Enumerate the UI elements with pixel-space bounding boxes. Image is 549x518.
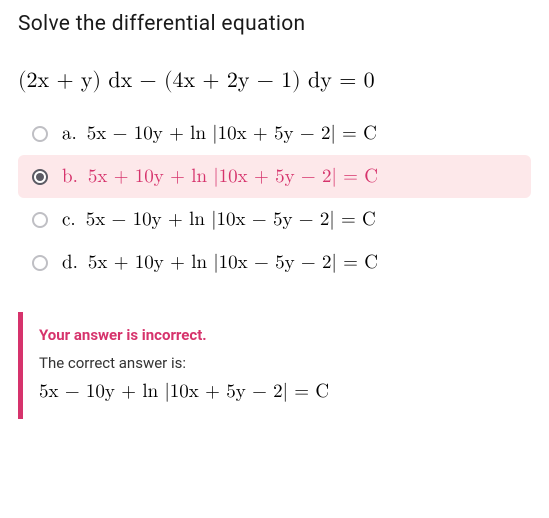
feedback-box: Your answer is incorrect. The correct an… [18, 312, 531, 419]
option-label: b. 5x + 10y + ln |10x + 5y − 2| = C [62, 165, 378, 188]
feedback-correct-equation: 5x − 10y + ln |10x + 5y − 2| = C [39, 380, 515, 403]
radio-icon [32, 126, 48, 142]
question-title: Solve the differential equation [18, 12, 531, 36]
option-text: 5x + 10y + ln |10x + 5y − 2| = C [88, 167, 378, 186]
options-list: a. 5x − 10y + ln |10x + 5y − 2| = C b. 5x … [18, 112, 531, 284]
option-a[interactable]: a. 5x − 10y + ln |10x + 5y − 2| = C [18, 112, 531, 155]
option-text: 5x − 10y + ln |10x − 5y − 2| = C [86, 210, 376, 229]
option-label: d. 5x + 10y + ln |10x − 5y − 2| = C [62, 251, 378, 274]
radio-icon [32, 212, 48, 228]
feedback-subtitle: The correct answer is: [39, 354, 515, 372]
option-d[interactable]: d. 5x + 10y + ln |10x − 5y − 2| = C [18, 241, 531, 284]
option-letter: b. [62, 167, 78, 186]
option-letter: d. [62, 253, 78, 272]
option-c[interactable]: c. 5x − 10y + ln |10x − 5y − 2| = C [18, 198, 531, 241]
option-text: 5x + 10y + ln |10x − 5y − 2| = C [88, 253, 378, 272]
radio-icon [32, 169, 48, 185]
option-letter: c. [62, 210, 76, 229]
question-equation: (2x + y) dx − (4x + 2y − 1) dy = 0 [18, 68, 531, 94]
option-b[interactable]: b. 5x + 10y + ln |10x + 5y − 2| = C [18, 155, 531, 198]
radio-icon [32, 255, 48, 271]
option-label: a. 5x − 10y + ln |10x + 5y − 2| = C [62, 122, 377, 145]
option-text: 5x − 10y + ln |10x + 5y − 2| = C [87, 124, 377, 143]
feedback-title: Your answer is incorrect. [39, 326, 515, 344]
option-label: c. 5x − 10y + ln |10x − 5y − 2| = C [62, 208, 376, 231]
option-letter: a. [62, 124, 77, 143]
